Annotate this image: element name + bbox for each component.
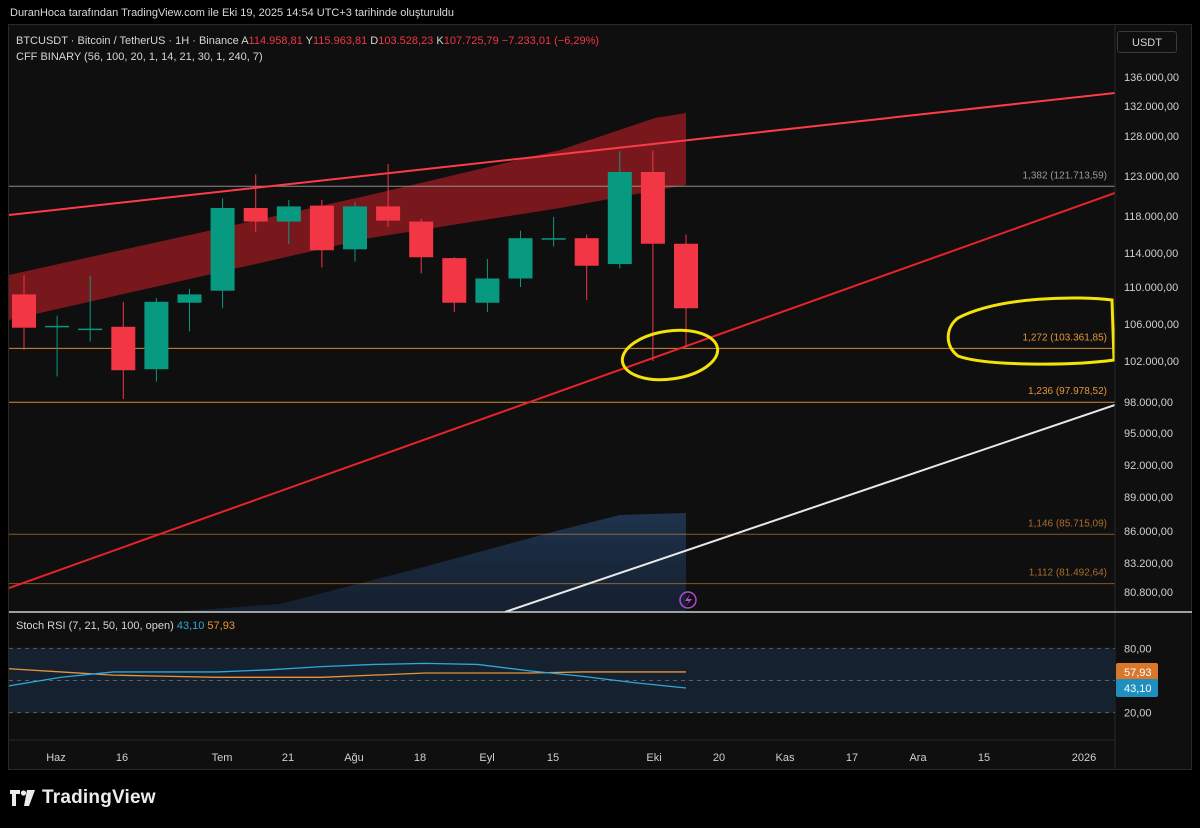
symbol-label[interactable]: BTCUSDT · Bitcoin / TetherUS · 1H · Bina… (16, 35, 239, 47)
price-tick: 95.000,00 (1124, 428, 1173, 440)
price-tick: 92.000,00 (1124, 460, 1173, 472)
candle-body (243, 208, 268, 222)
time-tick: Kas (776, 752, 795, 764)
shaded-area (170, 513, 686, 612)
lower-trend-line (9, 192, 1115, 589)
candle-body (409, 221, 434, 258)
price-tick: 114.000,00 (1124, 248, 1178, 260)
candle-body (309, 205, 334, 251)
stoch-k-badge: 43,10 (1124, 683, 1152, 695)
open-label: A (241, 35, 249, 47)
highlight-circle-label (946, 296, 1116, 366)
candle-body (343, 206, 367, 250)
price-tick: 98.000,00 (1124, 397, 1173, 409)
candle-body (541, 238, 566, 240)
time-tick: Eyl (479, 752, 494, 764)
stoch-tick: 80,00 (1124, 643, 1152, 655)
candle-body (111, 326, 136, 371)
price-tick: 102.000,00 (1124, 356, 1179, 368)
time-tick: Eki (646, 752, 661, 764)
candle-body (144, 301, 169, 370)
price-tick: 132.000,00 (1124, 101, 1179, 113)
price-tick: 83.200,00 (1124, 558, 1173, 570)
price-tick: 80.800,00 (1124, 587, 1173, 599)
stoch-d-line (8, 668, 686, 678)
price-tick: 89.000,00 (1124, 492, 1173, 504)
stoch-d-badge: 57,93 (1124, 667, 1152, 679)
candle-body (508, 238, 533, 279)
lightning-bolt (685, 594, 692, 606)
time-tick: 16 (116, 752, 128, 764)
time-tick: Ara (909, 752, 927, 764)
candle-body (376, 206, 401, 221)
stoch-tick: 20,00 (1124, 708, 1152, 720)
close-value: 107.725,79 (443, 35, 499, 47)
stoch-name[interactable]: Stoch RSI (7, 21, 50, 100, open) (16, 620, 174, 632)
high-value: 115.963,81 (312, 35, 368, 47)
highlight-circle-low (620, 328, 720, 382)
stoch-d-value: 57,93 (207, 620, 235, 632)
brand-name: TradingView (42, 787, 156, 808)
time-tick: 18 (414, 752, 426, 764)
stoch-legend: Stoch RSI (7, 21, 50, 100, open) 43,10 5… (16, 620, 235, 632)
time-tick: 2026 (1072, 752, 1096, 764)
candle-body (475, 278, 500, 303)
candle-body (674, 243, 698, 309)
indicator-label[interactable]: CFF BINARY (56, 100, 20, 1, 14, 21, 30, … (16, 51, 263, 63)
close-label: K (436, 35, 444, 47)
time-tick: Ağu (344, 752, 364, 764)
change-value: −7.233,01 (−6,29%) (501, 35, 600, 47)
low-value: 103.528,23 (378, 35, 434, 47)
candle-body (607, 172, 632, 265)
upper-trend-line (9, 92, 1115, 216)
fib-label: 1,236 (97.978,52) (1028, 386, 1107, 397)
candle-body (177, 294, 202, 303)
tradingview-logo[interactable]: TradingView (10, 787, 156, 809)
attribution-text: DuranHoca tarafından TradingView.com ile… (10, 7, 455, 19)
candle-body (276, 206, 301, 222)
stoch-k-line (8, 662, 687, 689)
price-tick: 136.000,00 (1124, 72, 1179, 84)
price-tick: 86.000,00 (1124, 526, 1173, 538)
footer (0, 770, 1200, 828)
price-tick: 110.000,00 (1124, 282, 1178, 294)
stoch-k-value: 43,10 (176, 620, 205, 632)
lightning-icon (679, 591, 697, 609)
price-tick: 123.000,00 (1124, 171, 1179, 183)
fib-label: 1,146 (85.715,09) (1028, 518, 1107, 529)
candle-body (78, 328, 103, 331)
candle-body (574, 238, 599, 266)
candle-body (45, 325, 70, 328)
price-legend: BTCUSDT · Bitcoin / TetherUS · 1H · Bina… (16, 33, 599, 65)
fib-label: 1,382 (121.713,59) (1022, 170, 1107, 181)
open-value: 114.958,81 (248, 35, 303, 47)
candle-body (442, 258, 467, 303)
tradingview-logo-icon (10, 790, 35, 806)
currency-button[interactable]: USDT (1117, 31, 1177, 53)
low-label: D (370, 35, 379, 47)
candle-body (640, 172, 665, 244)
legend-row-1: BTCUSDT · Bitcoin / TetherUS · 1H · Bina… (16, 33, 599, 49)
time-tick: 17 (846, 752, 858, 764)
candle-body (210, 208, 235, 291)
high-label: Y (305, 35, 313, 47)
price-tick: 106.000,00 (1124, 319, 1179, 331)
price-tick: 118.000,00 (1124, 211, 1178, 223)
candle-body (12, 294, 36, 328)
time-tick: 15 (978, 752, 990, 764)
time-tick: Tem (212, 752, 233, 764)
fib-label: 1,112 (81.492,64) (1029, 568, 1107, 579)
time-tick: Haz (46, 752, 66, 764)
stoch-k-badge-bg (1116, 678, 1158, 697)
white-trend-line (504, 404, 1115, 612)
attribution-bar: DuranHoca tarafından TradingView.com ile… (0, 0, 1200, 24)
fib-label: 1,272 (103.361,85) (1022, 332, 1107, 343)
time-tick: 20 (713, 752, 725, 764)
stoch-d-badge-bg (1116, 662, 1158, 681)
price-tick: 128.000,00 (1124, 131, 1179, 143)
time-tick: 21 (282, 752, 294, 764)
main-pane (9, 92, 1115, 612)
time-tick: 15 (547, 752, 559, 764)
